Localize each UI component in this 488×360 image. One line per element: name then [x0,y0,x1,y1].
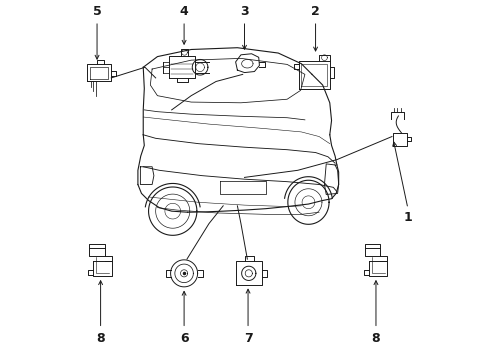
Text: 7: 7 [243,332,252,345]
Text: 5: 5 [93,5,101,18]
Text: 3: 3 [240,5,248,18]
Text: 2: 2 [310,5,319,18]
Text: 6: 6 [180,332,188,345]
Text: 8: 8 [371,332,380,345]
Text: 4: 4 [180,5,188,18]
Text: 8: 8 [96,332,105,345]
Text: 1: 1 [403,211,411,224]
